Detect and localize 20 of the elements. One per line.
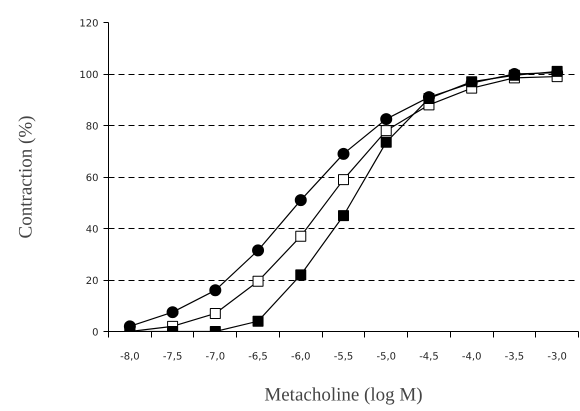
x-tick-label: -7,5 [162,352,182,362]
y-tick-label: 100 [79,70,99,81]
x-tick-label: -6,5 [248,352,268,362]
x-tick-label: -5,5 [334,352,354,362]
y-tick-label: 40 [86,224,99,236]
x-tick-label: -8,0 [120,352,140,362]
x-tick-label: -5,0 [376,352,396,362]
y-tick-label: 60 [86,173,99,184]
y-tick-label: 0 [92,328,99,338]
x-tick-label: -7,0 [206,352,226,362]
x-tick-label: -3,5 [504,352,524,362]
y-axis-title: Contraction (%) [15,116,36,238]
x-tick-label: -6,0 [291,352,311,362]
x-tick-label: -4,0 [462,352,482,362]
y-tick-label: 80 [86,122,99,132]
x-axis-title: Metacholine (log M) [264,384,423,406]
x-tick-label: -3,0 [547,352,567,362]
y-tick-label: 20 [86,276,99,287]
y-tick-label: 120 [79,18,99,30]
x-tick-label: -4,5 [419,352,439,362]
